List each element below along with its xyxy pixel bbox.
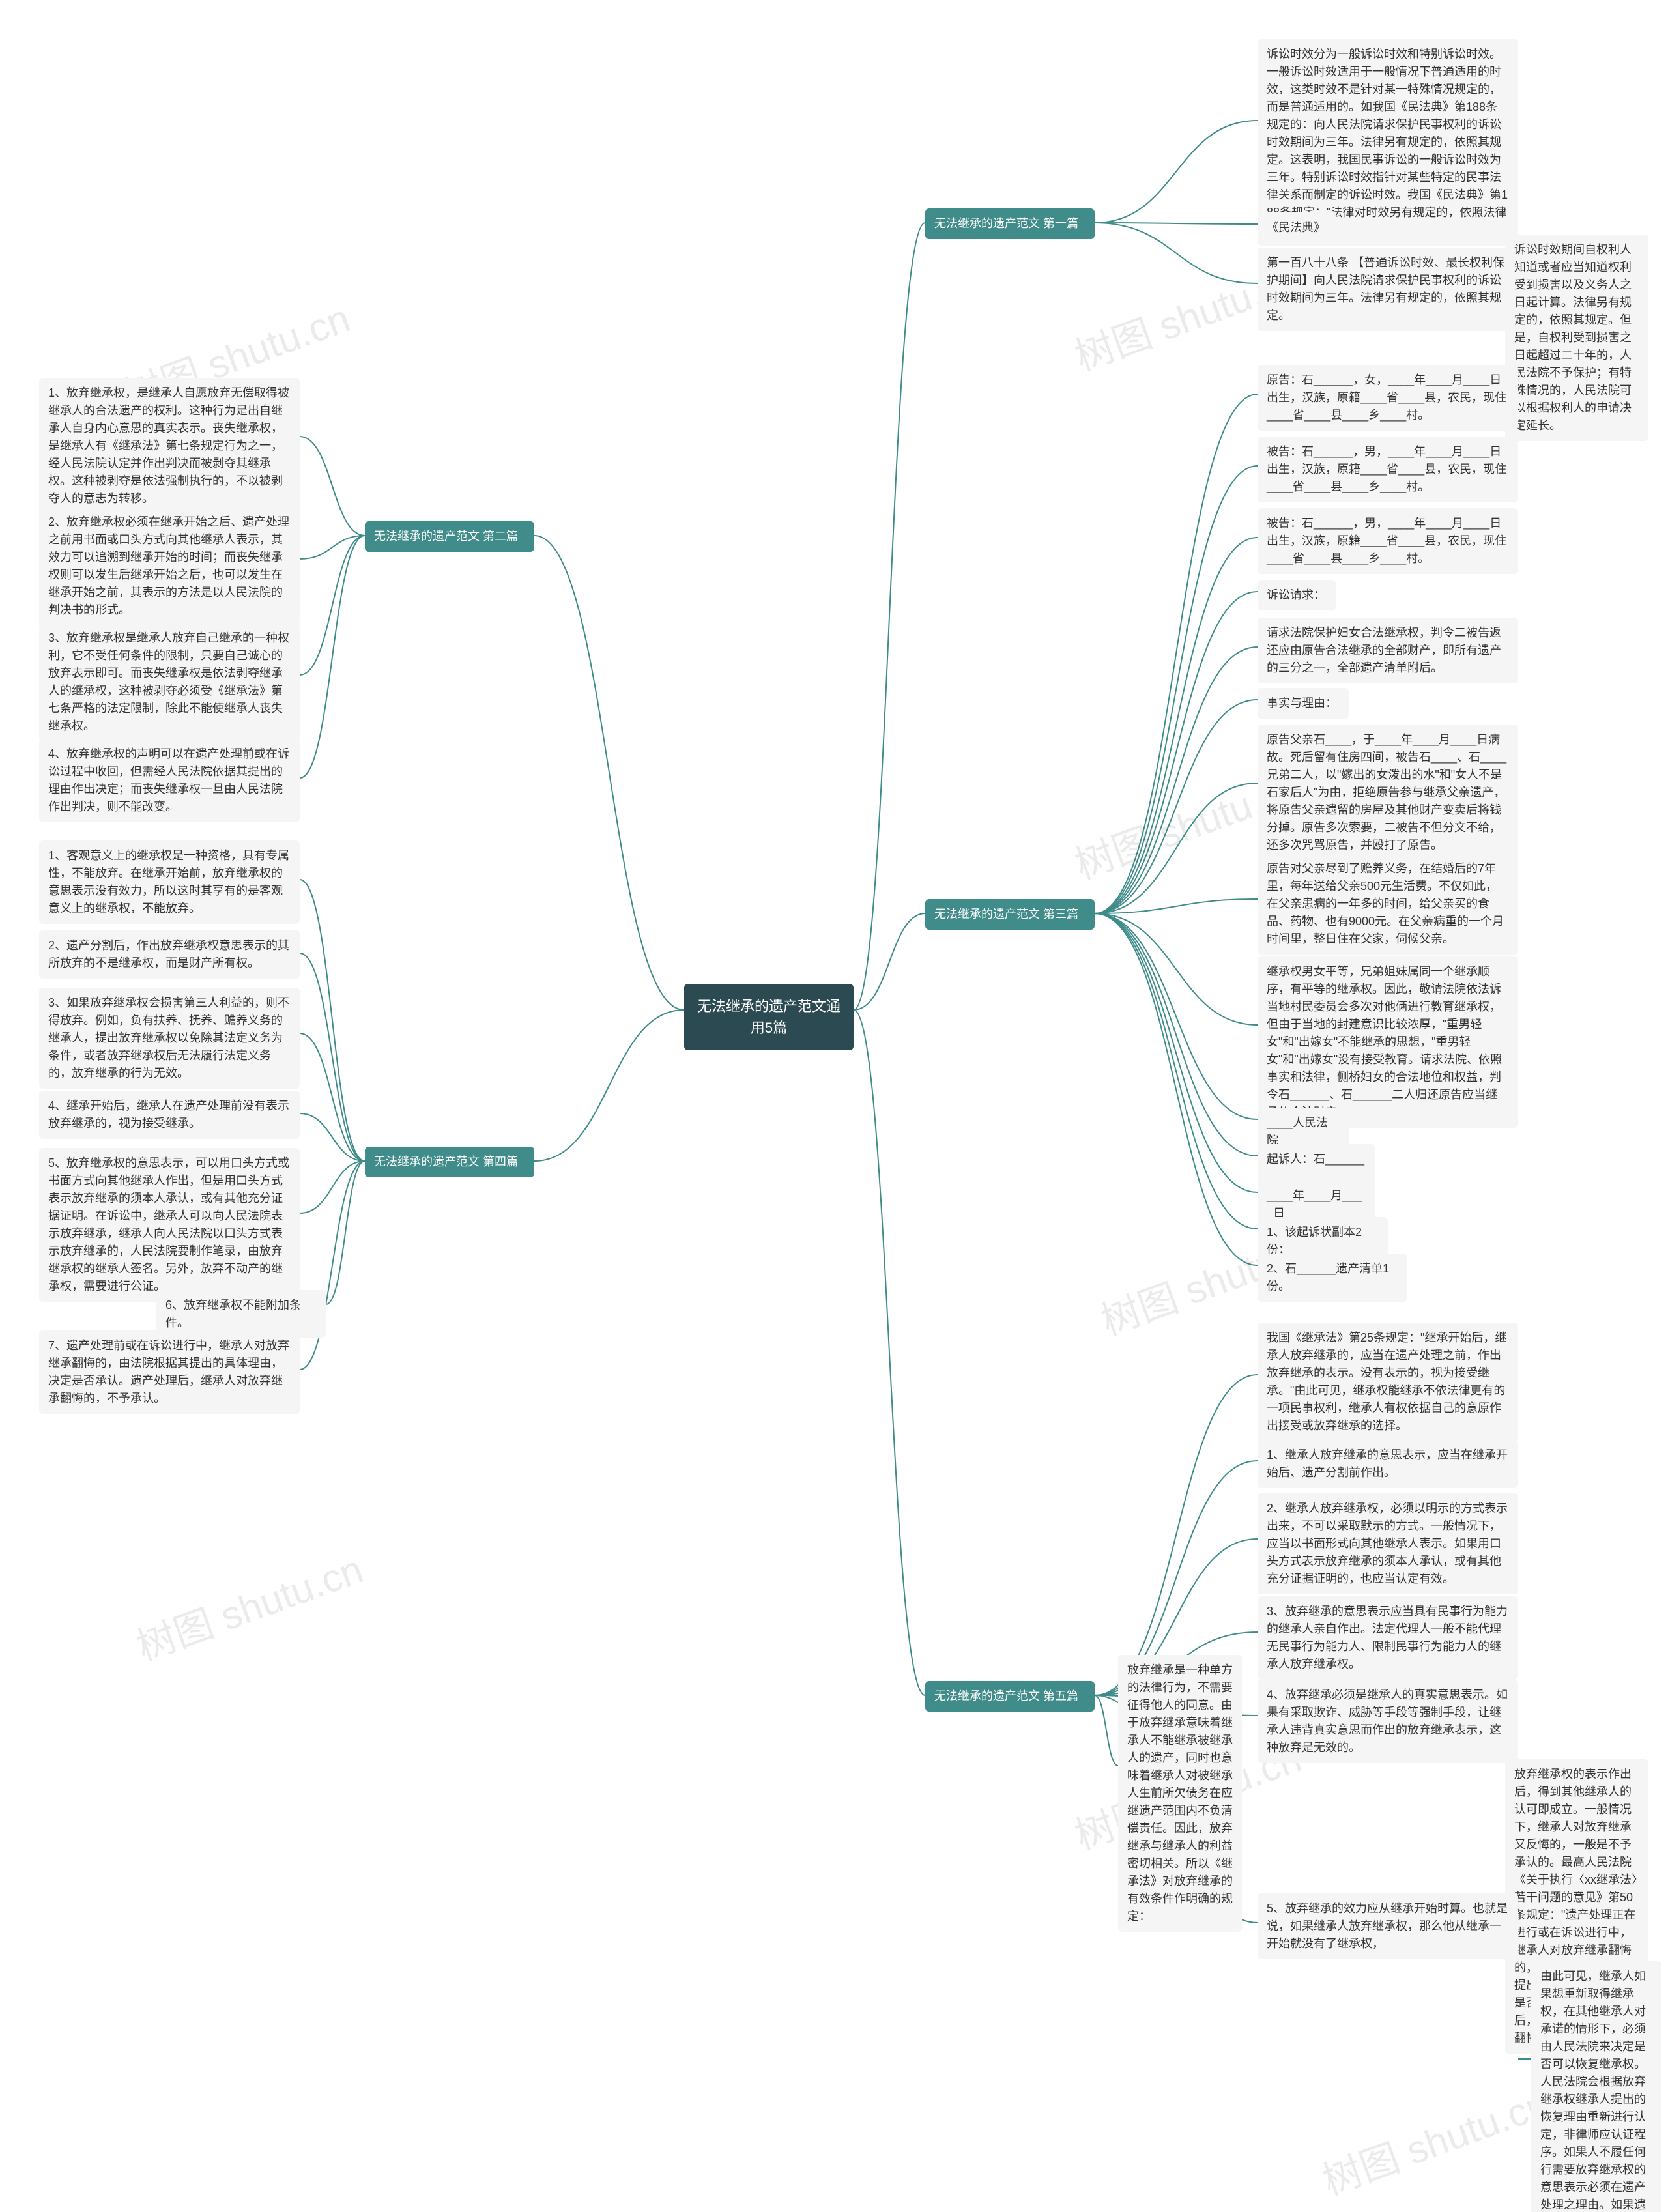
leaf-b3-8: 继承权男女平等，兄弟姐妹属同一个继承顺序，有平等的继承权。因此，敬请法院依法诉当… [1258, 956, 1518, 1128]
leaf-b3-6: 原告父亲石____，于____年____月____日病故。死后留有住房四间，被告… [1258, 725, 1518, 861]
leaf-b5-2: 2、继承人放弃继承权，必须以明示的方式表示出来，不可以采取默示的方式。一般情况下… [1258, 1493, 1518, 1594]
branch-b2: 无法继承的遗产范文 第二篇 [365, 521, 534, 552]
leaf-b5-4: 放弃继承是一种单方的法律行为，不需要征得他人的同意。由于放弃继承意味着继承人不能… [1118, 1655, 1242, 1932]
leaf-b5-8: 由此可见，继承人如果想重新取得继承权，在其他继承人对承诺的情形下，必须由人民法院… [1531, 1961, 1661, 2212]
leaf-b1-3: 诉讼时效期间自权利人知道或者应当知道权利受到损害以及义务人之日起计算。法律另有规… [1505, 235, 1648, 441]
leaf-b2-1: 2、放弃继承权必须在继承开始之后、遗产处理之前用书面或口头方式向其他继承人表示，… [39, 507, 300, 625]
leaf-b3-4: 请求法院保护妇女合法继承权，判令二被告返还应由原告合法继承的全部财产，即所有遗产… [1258, 618, 1518, 683]
leaf-b3-13: 2、石______遗产清单1份。 [1258, 1254, 1407, 1302]
leaf-b5-1: 1、继承人放弃继承的意思表示，应当在继承开始后、遗产分割前作出。 [1258, 1440, 1518, 1488]
leaf-b4-2: 3、如果放弃继承权会损害第三人利益的，则不得放弃。例如，负有扶养、抚养、赡养义务… [39, 988, 300, 1089]
leaf-b3-3: 诉讼请求： [1258, 580, 1336, 610]
leaf-b2-2: 3、放弃继承权是继承人放弃自己继承的一种权利，它不受任何条件的限制，只要自己诚心… [39, 623, 300, 741]
leaf-b4-0: 1、客观意义上的继承权是一种资格，具有专属性，不能放弃。在继承开始前，放弃继承权… [39, 840, 300, 924]
leaf-b3-1: 被告：石______，男，____年____月____日出生，汉族，原籍____… [1258, 437, 1518, 502]
leaf-b4-3: 4、继承开始后，继承人在遗产处理前没有表示放弃继承的，视为接受继承。 [39, 1091, 300, 1139]
watermark: 树图 shutu.cn [1314, 2072, 1555, 2206]
leaf-b3-0: 原告：石______，女，____年____月____日出生，汉族，原籍____… [1258, 365, 1518, 431]
watermark: 树图 shutu.cn [128, 1538, 369, 1672]
leaf-b1-1: 《民法典》 [1258, 212, 1336, 243]
leaf-b2-3: 4、放弃继承权的声明可以在遗产处理前或在诉讼过程中收回，但需经人民法院依据其提出… [39, 739, 300, 822]
branch-b1: 无法继承的遗产范文 第一篇 [925, 208, 1095, 239]
branch-b5: 无法继承的遗产范文 第五篇 [925, 1681, 1095, 1712]
leaf-b4-6: 7、遗产处理前或在诉讼进行中，继承人对放弃继承翻悔的，由法院根据其提出的具体理由… [39, 1330, 300, 1414]
leaf-b4-4: 5、放弃继承权的意思表示，可以用口头方式或书面方式向其他继承人作出，但是用口头方… [39, 1148, 300, 1302]
root-node: 无法继承的遗产范文通用5篇 [684, 984, 854, 1050]
leaf-b1-2: 第一百八十八条 【普通诉讼时效、最长权利保护期间】向人民法院请求保护民事权利的诉… [1258, 248, 1518, 331]
branch-b3: 无法继承的遗产范文 第三篇 [925, 899, 1095, 930]
leaf-b5-3: 3、放弃继承的意思表示应当具有民事行为能力的继承人亲自作出。法定代理人一般不能代… [1258, 1596, 1518, 1680]
leaf-b4-1: 2、遗产分割后，作出放弃继承权意思表示的其所放弃的不是继承权，而是财产所有权。 [39, 930, 300, 979]
leaf-b5-7: 5、放弃继承的效力应从继承开始时算。也就是说，如果继承人放弃继承权，那么他从继承… [1258, 1893, 1518, 1959]
leaf-b5-0: 我国《继承法》第25条规定："继承开始后，继承人放弃继承的，应当在遗产处理之前，… [1258, 1323, 1518, 1441]
leaf-b2-0: 1、放弃继承权，是继承人自愿放弃无偿取得被继承人的合法遗产的权利。这种行为是出自… [39, 378, 300, 514]
branch-b4: 无法继承的遗产范文 第四篇 [365, 1147, 534, 1177]
leaf-b5-5: 4、放弃继承必须是继承人的真实意思表示。如果有采取欺诈、威胁等手段等强制手段，让… [1258, 1680, 1518, 1763]
leaf-b3-7: 原告对父亲尽到了赡养义务，在结婚后的7年里，每年送给父亲500元生活费。不仅如此… [1258, 854, 1518, 955]
leaf-b3-5: 事实与理由： [1258, 688, 1349, 719]
leaf-b3-2: 被告：石______，男，____年____月____日出生，汉族，原籍____… [1258, 508, 1518, 574]
